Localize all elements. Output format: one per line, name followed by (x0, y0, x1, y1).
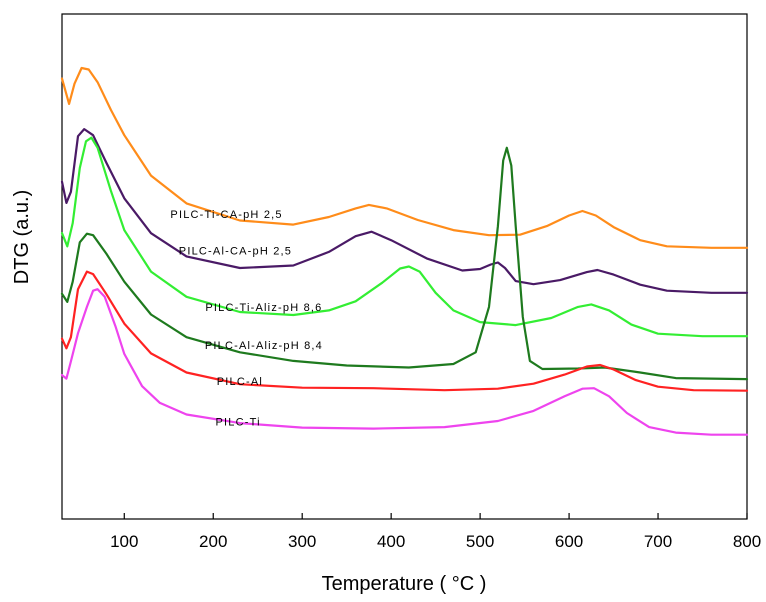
series-line-2 (60, 128, 749, 294)
x-axis-title: Temperature ( °C ) (322, 573, 487, 595)
curve-label: PILC-Ti-CA-pH 2,5 (170, 209, 282, 221)
x-axis-ticks: 100 200 300 400 500 600 700 800 (110, 513, 761, 551)
curve-label: PILC-Ti-Aliz-pH 8,6 (205, 302, 322, 314)
x-tick-label: 400 (377, 532, 405, 551)
x-tick-label: 200 (199, 532, 227, 551)
series-line-6 (60, 288, 749, 436)
x-tick-label: 100 (110, 532, 138, 551)
x-tick-label: 700 (644, 532, 672, 551)
series-lines (60, 66, 749, 436)
curve-label: PILC-Al (217, 376, 263, 388)
curve-label: PILC-Ti (216, 417, 261, 429)
curve-label: PILC-Al-Aliz-pH 8,4 (205, 340, 323, 352)
series-line-3 (60, 136, 749, 338)
series-line-5 (60, 270, 749, 392)
curve-labels: PILC-Ti-CA-pH 2,5 PILC-Al-CA-pH 2,5 PILC-T… (170, 209, 323, 429)
x-tick-label: 300 (288, 532, 316, 551)
x-tick-label: 600 (555, 532, 583, 551)
plot-frame (61, 13, 748, 520)
series-line-4 (60, 146, 749, 381)
series-line-1 (60, 66, 749, 249)
y-axis-title: DTG (a.u.) (11, 190, 33, 284)
curve-label: PILC-Al-CA-pH 2,5 (179, 245, 292, 257)
x-tick-label: 500 (466, 532, 494, 551)
x-tick-label: 800 (733, 532, 761, 551)
